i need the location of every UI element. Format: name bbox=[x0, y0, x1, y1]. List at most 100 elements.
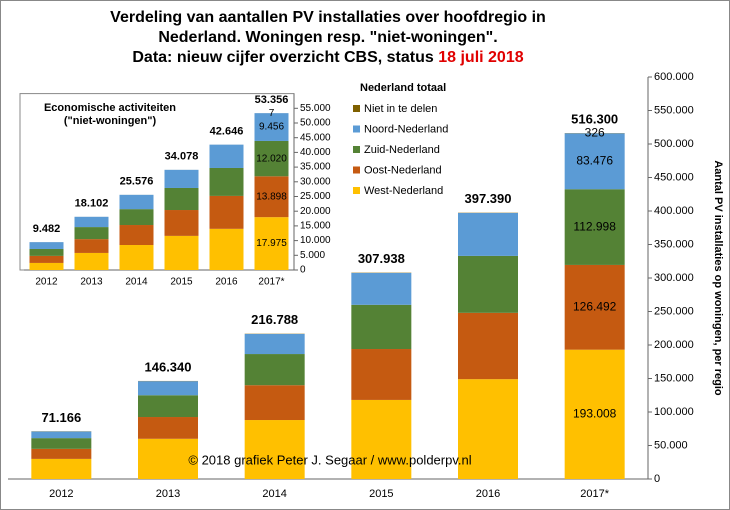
y-tick-label: 400.000 bbox=[654, 205, 694, 217]
chart-title: Data: nieuw cijfer overzicht CBS, status bbox=[132, 49, 438, 66]
bar-segment bbox=[164, 210, 199, 236]
x-tick-label: 2013 bbox=[80, 277, 103, 288]
bar-segment bbox=[29, 255, 64, 263]
bar-segment bbox=[244, 354, 305, 386]
title-date: 18 juli 2018 bbox=[438, 49, 523, 66]
y-tick-label: 20.000 bbox=[300, 206, 331, 217]
bar-segment bbox=[458, 379, 518, 479]
bar-segment bbox=[351, 304, 412, 350]
total-label: 516.300 bbox=[571, 112, 618, 127]
legend-swatch bbox=[353, 166, 360, 174]
bar-segment bbox=[138, 381, 198, 396]
inset-title: ("niet-woningen") bbox=[64, 115, 157, 127]
bar-segment bbox=[351, 399, 412, 479]
bar-segment bbox=[564, 133, 625, 190]
chart-title: Data: nieuw cijfer overzicht CBS, status… bbox=[132, 49, 523, 66]
y-tick-label: 15.000 bbox=[300, 221, 331, 232]
y-tick-label: 150.000 bbox=[654, 372, 694, 384]
bar-segment bbox=[29, 248, 64, 256]
legend-swatch bbox=[353, 187, 360, 194]
bar-segment bbox=[254, 176, 289, 218]
total-label: 34.078 bbox=[165, 151, 199, 163]
bar-segment bbox=[351, 349, 412, 400]
y-tick-label: 450.000 bbox=[654, 171, 694, 183]
y-tick-label: 35.000 bbox=[300, 162, 331, 173]
y-tick-label: 350.000 bbox=[654, 238, 694, 250]
total-label: 216.788 bbox=[251, 312, 298, 327]
x-tick-label: 2012 bbox=[49, 488, 73, 500]
x-tick-label: 2016 bbox=[476, 488, 500, 500]
bar-segment bbox=[244, 385, 305, 421]
x-tick-label: 2016 bbox=[215, 277, 238, 288]
x-tick-label: 2017* bbox=[258, 277, 284, 288]
bar-segment bbox=[119, 209, 154, 226]
bar-segment bbox=[29, 242, 64, 249]
value-label: 326 bbox=[585, 125, 605, 139]
value-label: 7 bbox=[269, 108, 275, 119]
y-tick-label: 55.000 bbox=[300, 103, 331, 114]
bar-segment bbox=[29, 262, 64, 270]
y-tick-label: 550.000 bbox=[654, 104, 694, 116]
y-tick-label: 40.000 bbox=[300, 147, 331, 158]
bar-segment bbox=[119, 225, 154, 246]
bar-segment bbox=[254, 113, 289, 141]
x-tick-label: 2015 bbox=[369, 488, 393, 500]
total-label: 307.938 bbox=[358, 251, 405, 266]
y-tick-label: 300.000 bbox=[654, 272, 694, 284]
bar-segment bbox=[138, 395, 198, 418]
bar-segment bbox=[164, 235, 199, 270]
bar-segment bbox=[244, 420, 305, 479]
legend-swatch bbox=[353, 125, 360, 133]
chart-title: Nederland. Woningen resp. "niet-woningen… bbox=[158, 29, 497, 46]
copyright: © 2018 grafiek Peter J. Segaar / www.pol… bbox=[188, 452, 471, 467]
y-tick-label: 250.000 bbox=[654, 305, 694, 317]
total-label: 18.102 bbox=[75, 198, 109, 210]
bar-segment bbox=[209, 144, 244, 168]
value-label: 112.998 bbox=[573, 219, 616, 233]
x-tick-label: 2015 bbox=[170, 277, 193, 288]
x-tick-label: 2017* bbox=[580, 488, 609, 500]
value-label: 83.476 bbox=[576, 153, 613, 167]
bar-segment bbox=[74, 239, 109, 253]
bar-segment bbox=[119, 194, 154, 210]
bar-segment bbox=[564, 189, 625, 265]
bar-segment bbox=[458, 255, 518, 313]
y-tick-label: 100.000 bbox=[654, 406, 694, 418]
bar-segment bbox=[138, 417, 198, 439]
total-label: 146.340 bbox=[145, 359, 192, 374]
y-tick-label: 600.000 bbox=[654, 71, 694, 83]
legend-swatch bbox=[353, 105, 360, 112]
legend-label: Zuid-Nederland bbox=[364, 144, 440, 156]
value-label: 193.008 bbox=[573, 407, 617, 421]
bar-segment bbox=[458, 213, 518, 256]
legend-title: Nederland totaal bbox=[360, 82, 446, 94]
y-tick-label: 45.000 bbox=[300, 132, 331, 143]
y-tick-label: 30.000 bbox=[300, 176, 331, 187]
total-label: 397.390 bbox=[465, 191, 512, 206]
bar-segment bbox=[74, 227, 109, 240]
bar-segment bbox=[119, 245, 154, 270]
bar-segment bbox=[74, 252, 109, 270]
bar-segment bbox=[209, 167, 244, 196]
legend-label: Niet in te delen bbox=[364, 103, 437, 115]
y-tick-label: 500.000 bbox=[654, 138, 694, 150]
y-tick-label: 25.000 bbox=[300, 191, 331, 202]
total-label: 42.646 bbox=[210, 126, 244, 138]
total-label: 9.482 bbox=[33, 223, 61, 235]
legend-swatch bbox=[353, 146, 360, 153]
bar-segment bbox=[254, 217, 289, 270]
total-label: 71.166 bbox=[41, 410, 81, 425]
bar-segment bbox=[209, 195, 244, 229]
y-tick-label: 200.000 bbox=[654, 339, 694, 351]
legend-label: West-Nederland bbox=[364, 185, 443, 197]
y-tick-label: 10.000 bbox=[300, 235, 331, 246]
bar-segment bbox=[351, 272, 412, 305]
y-tick-label: 0 bbox=[654, 473, 660, 485]
bar-segment bbox=[138, 438, 198, 479]
bar-segment bbox=[244, 334, 305, 355]
chart-title: Verdeling van aantallen PV installaties … bbox=[110, 9, 546, 26]
bar-segment bbox=[74, 216, 109, 228]
x-tick-label: 2013 bbox=[156, 488, 180, 500]
value-label: 12.020 bbox=[256, 153, 287, 164]
